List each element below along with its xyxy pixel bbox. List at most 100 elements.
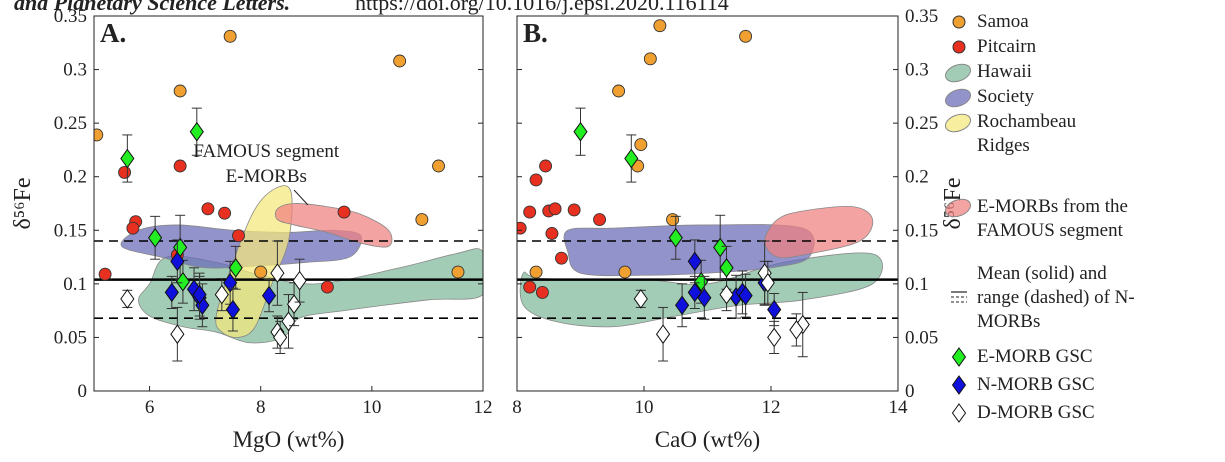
y-tick-label: 0.2 [63, 167, 87, 188]
x-tick-label: 14 [889, 397, 909, 418]
circle-point [173, 84, 187, 98]
legend-icon [952, 15, 966, 29]
legend-icon [951, 403, 967, 423]
circle-point [739, 29, 753, 43]
legend-swatch [944, 63, 972, 83]
circle-point [254, 265, 268, 279]
circle-point [517, 221, 527, 235]
legend-item: Pitcairn [952, 35, 1217, 59]
plot-area [517, 19, 898, 362]
circle-point [529, 265, 543, 279]
diamond-point [687, 251, 702, 272]
y-tick-label: 0.15 [54, 220, 87, 241]
legend-item: Rochambeau Ridges [944, 110, 1087, 158]
x-tick-label: 10 [362, 397, 381, 418]
diamond-point [270, 263, 285, 283]
legend-item: Mean (solid) and range (dashed) of N-MOR… [951, 262, 1147, 334]
circle-point [98, 267, 112, 281]
circle-point [232, 229, 245, 243]
legend-item: N-MORB GSC [951, 373, 1217, 397]
circle-point [539, 159, 553, 173]
diamond-point [192, 284, 207, 305]
circle-point [126, 221, 140, 235]
diamond-point [170, 251, 185, 272]
y-tick-label: 0.35 [54, 6, 87, 27]
diamond-point [624, 148, 639, 169]
circle-point [666, 213, 680, 227]
y-tick-label: 0.1 [905, 274, 929, 295]
x-tick-label: 6 [145, 397, 155, 418]
circle-point [173, 159, 187, 173]
legend-item: E-MORB GSC [951, 345, 1217, 369]
y-tick-label: 0 [78, 381, 88, 402]
diamond-point [273, 327, 288, 348]
header-link: https://doi.org/10.1016/j.epsl.2020.1161… [355, 0, 729, 15]
circle-point [643, 52, 657, 66]
y-tick-label: 0.2 [905, 167, 929, 188]
legend-marker [952, 15, 966, 29]
legend-marker [951, 347, 967, 367]
panel-label: B. [523, 18, 548, 48]
diamond-point [214, 284, 229, 305]
circle-point [618, 265, 632, 279]
legend-label: Society [977, 86, 1034, 107]
circle-point [393, 54, 407, 68]
circle-point [218, 206, 232, 220]
diamond-point [767, 299, 782, 320]
circle-point [337, 205, 351, 219]
diamond-point [164, 282, 179, 303]
legend-icon [944, 63, 972, 83]
x-tick-label: 12 [762, 397, 781, 418]
diamond-point [120, 148, 135, 169]
legend-item: Hawaii [944, 60, 1217, 84]
legend-label: Mean (solid) and range (dashed) of N-MOR… [977, 263, 1135, 332]
legend-item: E-MORBs from the FAMOUS segment [944, 195, 1147, 243]
diamond-point [170, 324, 185, 345]
legend-item: Samoa [952, 10, 1217, 34]
legend-icon [944, 88, 972, 108]
panel-label: A. [100, 18, 126, 48]
annotation: E-MORBs [226, 166, 307, 187]
circle-point [548, 202, 562, 216]
annotation: FAMOUS segment [193, 141, 340, 162]
circle-point [523, 205, 537, 219]
legend-icon [951, 347, 967, 367]
legend-icon [951, 291, 967, 303]
legend-swatch [944, 198, 972, 218]
legend-label: Samoa [977, 11, 1029, 32]
x-tick-label: 8 [512, 397, 522, 418]
legend-item: Society [944, 85, 1217, 109]
x-tick-label: 8 [256, 397, 266, 418]
region [215, 185, 293, 339]
circle-point [451, 265, 465, 279]
circle-point [634, 138, 648, 152]
diamond-point [767, 327, 782, 348]
diamond-point [261, 285, 277, 306]
circle-point [320, 280, 334, 294]
legend-icon [951, 375, 967, 395]
diamond-point [668, 227, 683, 248]
legend-marker [951, 375, 967, 395]
diamond-point [697, 287, 712, 308]
y-tick-label: 0.25 [54, 113, 87, 134]
diamond-point [675, 295, 690, 316]
circle-point [118, 165, 132, 179]
circle-point [535, 285, 549, 299]
plot-frame [516, 15, 899, 392]
x-axis-label: MgO (wt%) [233, 427, 345, 452]
y-tick-label: 0.25 [905, 113, 938, 134]
legend-label: Rochambeau Ridges [977, 111, 1077, 156]
circle-point [201, 202, 215, 216]
diamond-point [719, 284, 734, 305]
legend-label: E-MORB GSC [977, 346, 1093, 367]
y-tick-label: 0.15 [905, 220, 938, 241]
diamond-point [228, 257, 243, 278]
circle-point [523, 280, 537, 294]
circle-point [545, 227, 559, 240]
legend-marker [951, 403, 967, 423]
diamond-point [292, 270, 307, 291]
diamond-point [120, 289, 135, 309]
diamond-point [225, 299, 241, 320]
x-axis-label: CaO (wt%) [655, 427, 760, 452]
